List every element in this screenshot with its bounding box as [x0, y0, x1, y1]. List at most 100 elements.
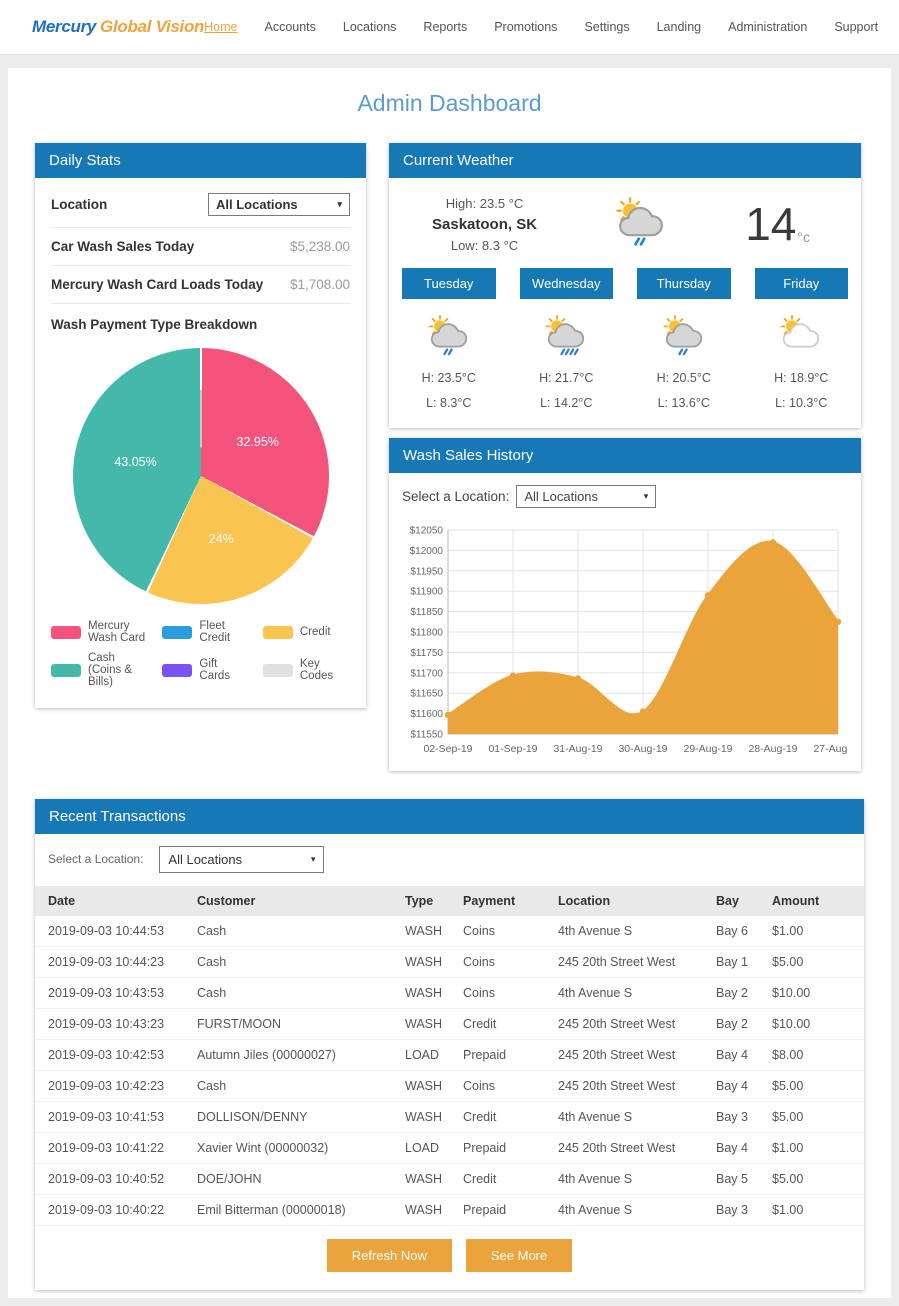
svg-text:27-Aug-19: 27-Aug-19	[813, 743, 848, 755]
sun-cloud-rain-2-icon	[428, 314, 467, 355]
cell-type: WASH	[405, 985, 443, 1000]
cell-bay: Bay 5	[716, 1171, 748, 1186]
forecast-high: H: 21.7°C	[539, 370, 594, 385]
weather-high: High: 23.5 °C	[445, 196, 524, 211]
nav-menu: Home Accounts Locations Reports Promotions Se…	[204, 20, 878, 34]
weather-header: Current Weather	[389, 143, 861, 178]
pie-graphic	[72, 348, 329, 604]
table-row: 2019-09-03 10:40:22 Emil Bitterman (00000…	[35, 1195, 864, 1226]
cell-payment: Prepaid	[463, 1202, 507, 1217]
legend-swatch	[51, 625, 81, 639]
nav-item-support[interactable]: Support	[834, 20, 879, 34]
column-header-customer: Customer	[197, 893, 256, 908]
weather-city: Saskatoon, SK	[432, 215, 538, 233]
table-row: 2019-09-03 10:42:53 Autumn Jiles (0000002…	[35, 1040, 864, 1071]
nav-item-accounts[interactable]: Accounts	[264, 20, 316, 34]
cell-amount: $5.00	[772, 1171, 804, 1186]
cell-bay: Bay 4	[716, 1140, 748, 1155]
cell-date: 2019-09-03 10:43:23	[48, 1016, 165, 1031]
forecast-high: H: 23.5°C	[421, 370, 476, 385]
cell-bay: Bay 4	[716, 1078, 748, 1093]
svg-text:31-Aug-19: 31-Aug-19	[553, 743, 602, 755]
column-header-bay: Bay	[716, 893, 739, 908]
svg-text:$11900: $11900	[410, 586, 443, 597]
nav-item-home[interactable]: Home	[204, 20, 238, 34]
table-row: 2019-09-03 10:41:53 DOLLISON/DENNY WASH Cre…	[35, 1102, 864, 1133]
cell-bay: Bay 1	[716, 954, 748, 969]
temperature-unit: °c	[797, 229, 810, 246]
forecast-day-button-wednesday[interactable]: Wednesday	[519, 267, 613, 299]
cell-date: 2019-09-03 10:44:23	[48, 954, 165, 969]
temperature-value: 14	[745, 198, 797, 251]
cell-amount: $10.00	[772, 985, 811, 1000]
app-logo: Mercury Global Vision	[32, 17, 204, 37]
stat-label: Car Wash Sales Today	[51, 239, 195, 254]
wash-sales-select-label: Select a Location:	[402, 488, 510, 504]
table-body: 2019-09-03 10:44:53 Cash WASH Coins 4th Aven…	[35, 916, 864, 1226]
forecast-low: L: 14.2°C	[540, 395, 593, 410]
svg-text:28-Aug-19: 28-Aug-19	[748, 743, 797, 755]
cell-type: WASH	[405, 1171, 443, 1186]
forecast-day-button-friday[interactable]: Friday	[754, 267, 848, 299]
table-row: 2019-09-03 10:42:23 Cash WASH Coins 245 20th…	[35, 1071, 864, 1102]
cell-bay: Bay 4	[716, 1047, 748, 1062]
area-chart: $11550 $11600 $11650 $11700 $11750 $11800 $118…	[410, 525, 863, 755]
svg-text:$11700: $11700	[410, 668, 443, 679]
wash-sales-location-select[interactable]: All Locations ▾	[516, 484, 657, 508]
cell-date: 2019-09-03 10:43:53	[48, 985, 165, 1000]
transactions-select-label: Select a Location:	[48, 852, 144, 867]
forecast-day-button-thursday[interactable]: Thursday	[637, 267, 731, 299]
cell-location: 4th Avenue S	[558, 1109, 633, 1124]
table-row: 2019-09-03 10:44:23 Cash WASH Coins 245 20th…	[35, 947, 864, 978]
cell-date: 2019-09-03 10:41:53	[48, 1109, 165, 1124]
legend-swatch	[262, 663, 293, 677]
cell-type: WASH	[405, 1078, 443, 1093]
cell-date: 2019-09-03 10:40:22	[48, 1202, 165, 1217]
cell-location: 245 20th Street West	[558, 1078, 676, 1093]
cell-location: 245 20th Street West	[558, 954, 676, 969]
nav-item-reports[interactable]: Reports	[423, 20, 468, 34]
table-row: 2019-09-03 10:40:52 DOE/JOHN WASH Credit 4th…	[35, 1164, 864, 1195]
table-row: 2019-09-03 10:43:53 Cash WASH Coins 4th Aven…	[35, 978, 864, 1009]
cell-location: 4th Avenue S	[558, 1171, 633, 1186]
forecast-low: L: 10.3°C	[775, 395, 828, 410]
cell-type: WASH	[405, 923, 443, 938]
cell-location: 245 20th Street West	[558, 1016, 676, 1031]
daily-stats-location-select[interactable]: All Locations ▾	[208, 193, 350, 216]
weather-summary: High: 23.5 °C Saskatoon, SK Low: 8.3 °C	[432, 194, 537, 256]
legend-label: Cash (Coins & Bills)	[88, 652, 133, 688]
table-header-row: Date Customer Type Payment Location Bay Amount	[35, 885, 864, 916]
cell-customer: Cash	[197, 923, 227, 938]
nav-item-landing[interactable]: Landing	[656, 20, 702, 34]
cell-bay: Bay 6	[716, 923, 748, 938]
svg-text:$11600: $11600	[410, 709, 443, 720]
svg-text:$12050: $12050	[410, 525, 444, 536]
page-title: Admin Dashboard	[357, 90, 542, 116]
cell-customer: DOE/JOHN	[197, 1171, 262, 1186]
cell-customer: Xavier Wint (00000032)	[197, 1140, 329, 1155]
cell-customer: Emil Bitterman (00000018)	[197, 1202, 346, 1217]
svg-text:$11550: $11550	[410, 729, 443, 740]
svg-text:$11800: $11800	[410, 627, 443, 638]
current-weather-panel: Current Weather High: 23.5 °C Saskatoon,…	[389, 143, 861, 428]
nav-item-administration[interactable]: Administration	[728, 20, 808, 34]
forecast-high: H: 20.5°C	[656, 370, 711, 385]
see-more-button[interactable]: See More	[465, 1238, 573, 1272]
transactions-location-select[interactable]: All Locations ▾	[159, 845, 325, 873]
legend-label: Mercury Wash Card	[88, 620, 146, 644]
payment-pie-chart: 32.95% 24% 43.05%	[72, 348, 329, 604]
nav-item-settings[interactable]: Settings	[584, 20, 630, 34]
weather-icon-wrap	[755, 314, 849, 360]
svg-text:29-Aug-19: 29-Aug-19	[683, 743, 732, 755]
sun-cloud-rain-2-icon	[663, 314, 702, 355]
daily-stat-rows: Car Wash Sales Today $5,238.00 Mercury Was…	[51, 228, 350, 304]
nav-item-locations[interactable]: Locations	[342, 20, 397, 34]
forecast-day-button-tuesday[interactable]: Tuesday	[402, 267, 496, 299]
nav-item-promotions[interactable]: Promotions	[494, 20, 558, 34]
current-temperature: 14 °c	[745, 198, 810, 251]
forecast-day-wednesday: H: 21.7°C L: 14.2°C	[520, 314, 614, 410]
daily-stat-row: Mercury Wash Card Loads Today $1,708.00	[51, 266, 350, 304]
column-header-amount: Amount	[772, 893, 820, 908]
refresh-now-button[interactable]: Refresh Now	[326, 1238, 452, 1272]
cell-payment: Coins	[463, 985, 495, 1000]
